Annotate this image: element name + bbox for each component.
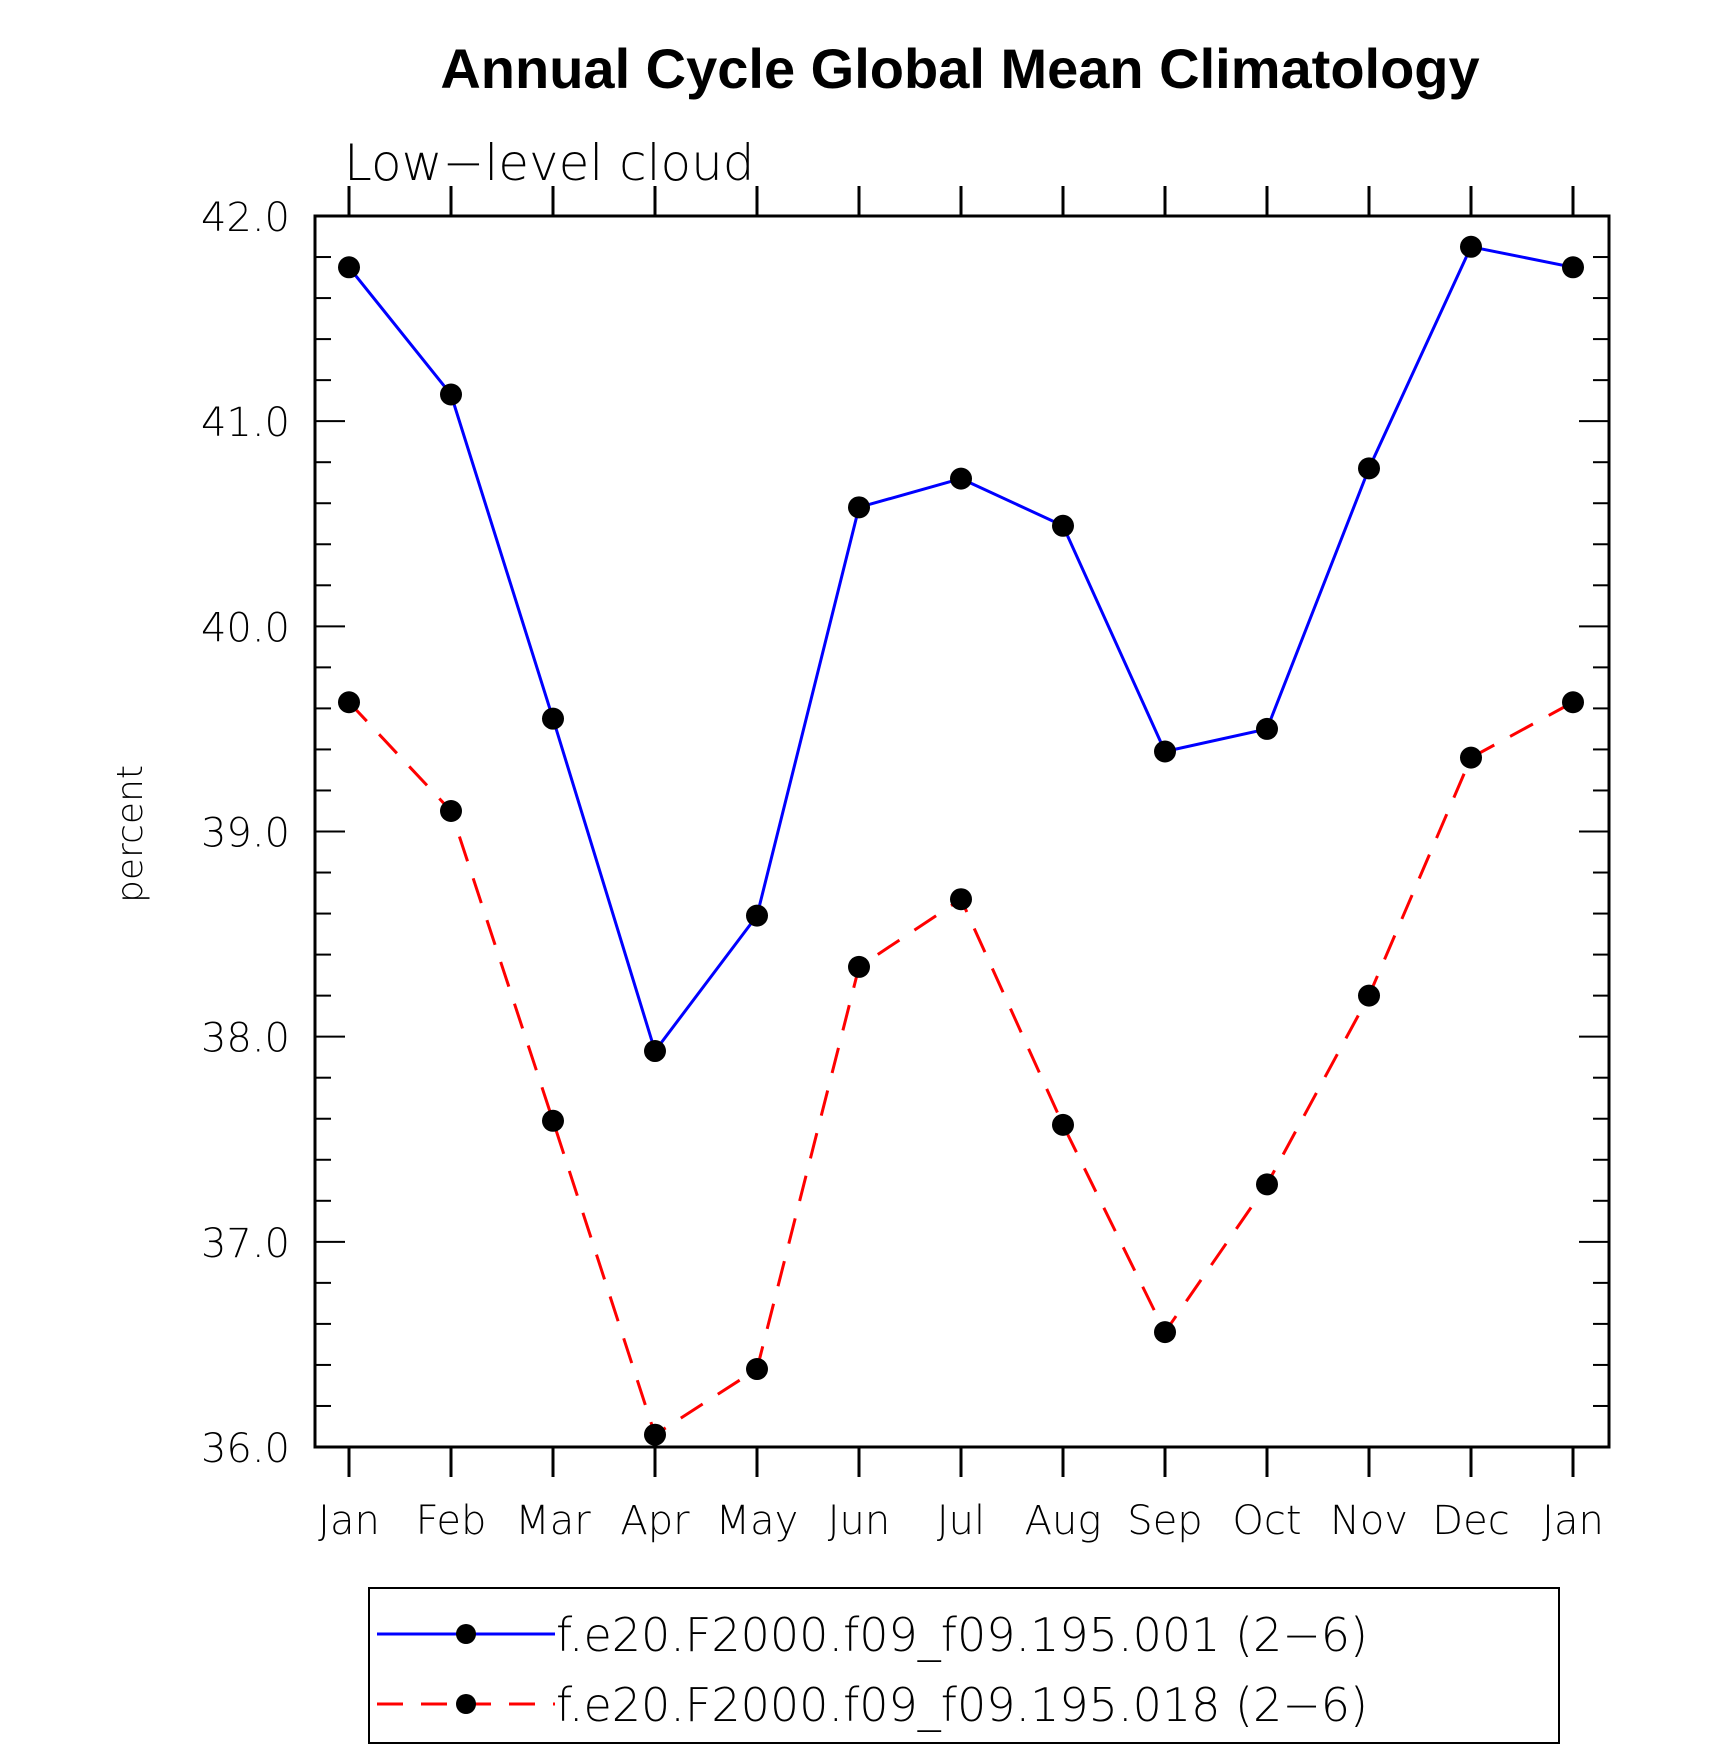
x-tick-label: Jul bbox=[937, 1498, 985, 1544]
x-tick-label: Sep bbox=[1127, 1498, 1202, 1544]
data-point bbox=[1358, 984, 1380, 1007]
x-tick-label: Nov bbox=[1330, 1498, 1408, 1544]
data-point bbox=[1562, 256, 1584, 279]
data-point bbox=[1154, 740, 1176, 763]
legend-marker-2 bbox=[456, 1694, 476, 1714]
data-point bbox=[644, 1040, 666, 1063]
x-tick-labels: Jan Feb Mar Apr May Jun Jul Aug Sep Oct Nov Dec Jan bbox=[318, 1498, 1604, 1544]
x-tick-label: Mar bbox=[515, 1498, 591, 1544]
x-tick-label: Apr bbox=[620, 1498, 690, 1544]
legend-marker-1 bbox=[456, 1624, 476, 1644]
chart-subtitle: Low−level cloud bbox=[344, 134, 755, 192]
series-1 bbox=[338, 235, 1584, 1063]
x-tick-label: Jan bbox=[318, 1498, 380, 1544]
x-tick-label: Jun bbox=[828, 1498, 891, 1544]
data-point bbox=[746, 1358, 768, 1381]
y-tick-labels: 36.0 37.0 38.0 39.0 40.0 41.0 42.0 bbox=[201, 195, 290, 1472]
axis-ticks bbox=[315, 186, 1609, 1477]
y-tick-label: 38.0 bbox=[201, 1016, 290, 1062]
series-layer bbox=[338, 235, 1584, 1446]
series-line bbox=[347, 700, 1574, 1438]
data-point bbox=[1154, 1321, 1176, 1344]
x-tick-label: Jan bbox=[1542, 1498, 1604, 1544]
data-point bbox=[644, 1423, 666, 1446]
x-tick-label: Aug bbox=[1025, 1498, 1102, 1544]
y-tick-label: 37.0 bbox=[201, 1221, 290, 1267]
data-point bbox=[950, 467, 972, 490]
data-point bbox=[542, 1109, 564, 1132]
data-point bbox=[1052, 514, 1074, 537]
y-tick-label: 42.0 bbox=[201, 195, 290, 241]
legend-box bbox=[368, 1587, 1560, 1744]
data-point bbox=[440, 383, 462, 406]
legend-label-2: f.e20.F2000.f09_f09.195.018 (2−6) bbox=[556, 1678, 1368, 1732]
plot-frame bbox=[313, 214, 1611, 1449]
data-point bbox=[1052, 1113, 1074, 1136]
y-tick-label: 36.0 bbox=[201, 1426, 290, 1472]
x-tick-label: Feb bbox=[416, 1498, 487, 1544]
x-tick-label: Oct bbox=[1232, 1498, 1301, 1544]
data-point bbox=[1562, 691, 1584, 714]
data-point bbox=[542, 707, 564, 730]
data-point bbox=[950, 888, 972, 911]
data-point bbox=[746, 904, 768, 927]
data-point bbox=[1256, 1173, 1278, 1196]
y-axis-label: percent bbox=[110, 765, 151, 903]
data-point bbox=[848, 496, 870, 519]
y-tick-label: 40.0 bbox=[201, 605, 290, 651]
y-tick-label: 41.0 bbox=[201, 400, 290, 446]
data-point bbox=[1358, 457, 1380, 480]
chart-title: Annual Cycle Global Mean Climatology bbox=[440, 37, 1479, 100]
data-point bbox=[440, 799, 462, 822]
data-point bbox=[1256, 717, 1278, 740]
x-tick-label: May bbox=[716, 1498, 799, 1544]
series-line bbox=[347, 245, 1574, 1055]
x-tick-label: Dec bbox=[1432, 1498, 1509, 1544]
data-point bbox=[338, 256, 360, 279]
data-point bbox=[1460, 746, 1482, 769]
legend: f.e20.F2000.f09_f09.195.001 (2−6) f.e20.F… bbox=[368, 1587, 1560, 1744]
data-point bbox=[1460, 235, 1482, 258]
data-point bbox=[338, 691, 360, 714]
series-2 bbox=[338, 691, 1584, 1446]
y-tick-label: 39.0 bbox=[201, 811, 290, 857]
legend-label-1: f.e20.F2000.f09_f09.195.001 (2−6) bbox=[556, 1608, 1368, 1662]
data-point bbox=[848, 955, 870, 978]
